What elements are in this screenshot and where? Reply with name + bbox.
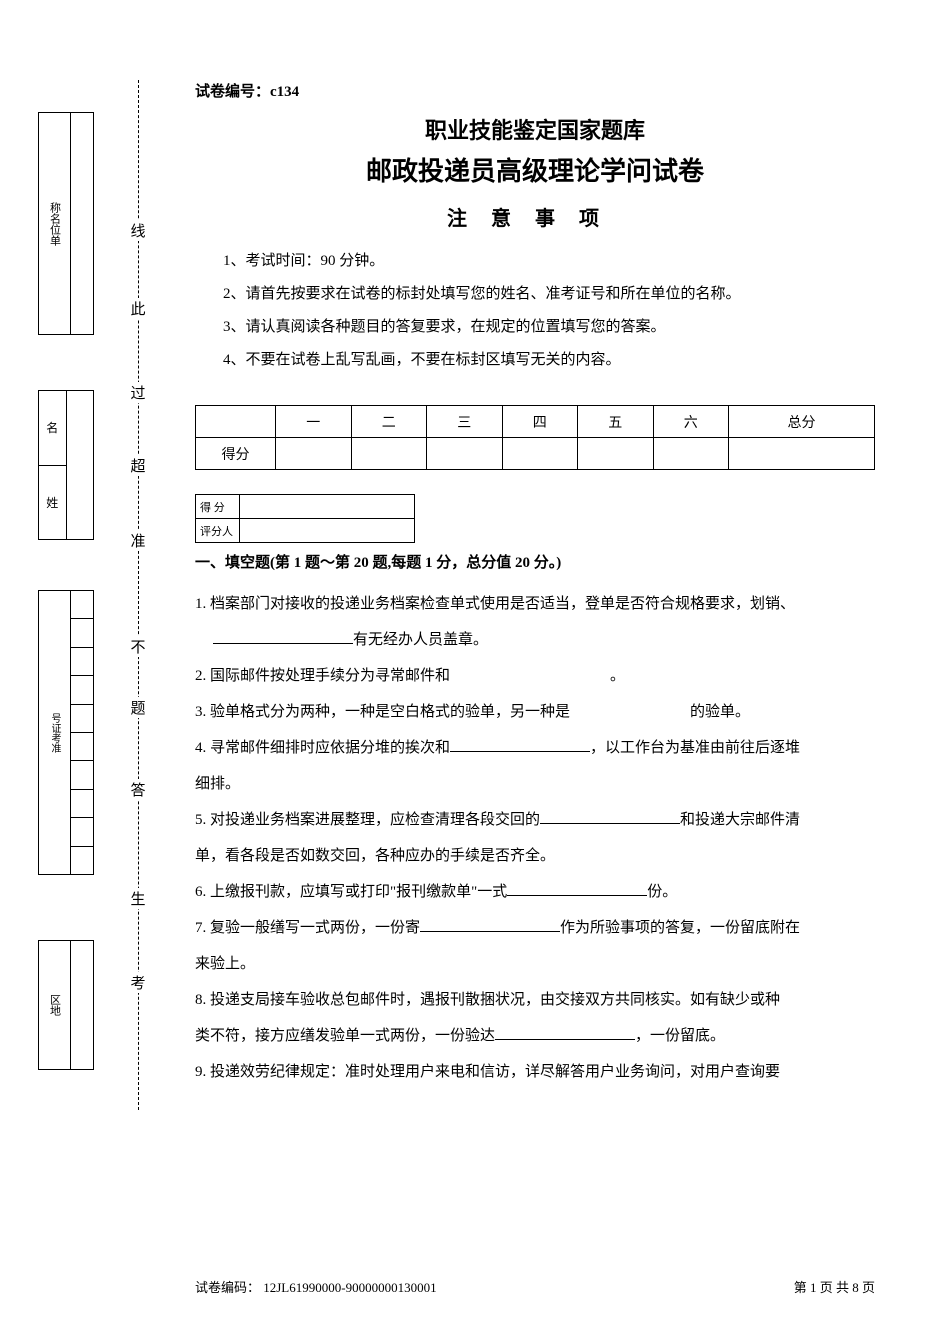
side-box-area: 区地	[38, 940, 94, 1070]
q8-text-c: ，一份留底。	[635, 1028, 725, 1044]
notice-4: 4、不要在试卷上乱写乱画，不要在标封区填写无关的内容。	[223, 344, 875, 377]
mini-grader-label: 评分人	[196, 519, 240, 543]
title-bank: 职业技能鉴定国家题库	[195, 113, 875, 145]
side-box-unit: 称名位单	[38, 112, 94, 335]
notice-1: 1、考试时间：90 分钟。	[223, 245, 875, 278]
mini-score-label: 得 分	[196, 495, 240, 519]
page-footer: 试卷编码： 12JL61990000-90000000130001 第 1 页 …	[195, 1277, 875, 1296]
notice-2: 2、请首先按要求在试卷的标封处填写您的姓名、准考证号和所在单位的名称。	[223, 278, 875, 311]
title-exam: 邮政投递员高级理论学问试卷	[195, 151, 875, 188]
q7-text-c: 来验上。	[195, 956, 255, 972]
cut-line-char: 考	[130, 972, 146, 993]
q3-text-b: 的验单。	[690, 704, 750, 720]
cut-line-char: 不	[130, 636, 146, 657]
cut-line-char: 题	[130, 697, 146, 718]
unit-label: 称名位单	[39, 113, 71, 334]
name-label-bottom: 姓	[39, 466, 66, 540]
q8-text-a: 8. 投递支局接车验收总包邮件时，遇报刊散捆状况，由交接双方共同核实。如有缺少或…	[195, 992, 780, 1008]
q4-blank	[450, 737, 590, 752]
side-box-examno: 号证考准	[38, 590, 94, 875]
q5-text-b: 和投递大宗邮件清	[680, 812, 800, 828]
cut-line-char: 超	[130, 455, 146, 476]
name-label-top: 名	[39, 391, 66, 466]
q5-blank	[540, 809, 680, 824]
q1-blank	[213, 629, 353, 644]
q5-text-c: 单，看各段是否如数交回，各种应办的手续是否齐全。	[195, 848, 555, 864]
cut-line-char: 此	[130, 298, 146, 319]
q7-blank	[420, 917, 560, 932]
q5-text-a: 5. 对投递业务档案进展整理，应检查清理各段交回的	[195, 812, 540, 828]
questions: 1. 档案部门对接收的投递业务档案检查单式使用是否适当，登单是否符合规格要求，划…	[195, 586, 875, 1090]
section-1-title: 一、填空题(第 1 题～第 20 题,每题 1 分，总分值 20 分。)	[195, 551, 875, 572]
q6-text-a: 6. 上缴报刊款，应填写或打印"报刊缴款单"一式	[195, 884, 507, 900]
cut-line-char: 线	[130, 220, 146, 241]
q6-text-b: 份。	[647, 884, 677, 900]
score-table: 一 二 三 四 五 六 总分 得分	[195, 405, 875, 470]
q7-text-b: 作为所验事项的答复，一份留底附在	[560, 920, 800, 936]
cut-line-char: 准	[130, 530, 146, 551]
q8-blank	[495, 1025, 635, 1040]
cut-line-char: 过	[130, 382, 146, 403]
notice-heading: 注意事项	[195, 202, 875, 231]
paper-number: 试卷编号：c134	[195, 80, 875, 101]
q4-text-b: ，以工作台为基准由前往后逐堆	[590, 740, 800, 756]
q1-text-b: 有无经办人员盖章。	[353, 632, 488, 648]
notice-list: 1、考试时间：90 分钟。 2、请首先按要求在试卷的标封处填写您的姓名、准考证号…	[195, 245, 875, 377]
q2-text-a: 2. 国际邮件按处理手续分为寻常邮件和	[195, 668, 450, 684]
score-value-row: 得分	[196, 438, 875, 470]
side-box-name: 名 姓	[38, 390, 94, 540]
q8-text-b: 类不符，接方应缮发验单一式两份，一份验达	[195, 1028, 495, 1044]
q4-text-a: 4. 寻常邮件细排时应依据分堆的挨次和	[195, 740, 450, 756]
page-content: 试卷编号：c134 职业技能鉴定国家题库 邮政投递员高级理论学问试卷 注意事项 …	[195, 80, 875, 1090]
footer-code: 试卷编码： 12JL61990000-90000000130001	[195, 1277, 437, 1296]
q1-text-a: 1. 档案部门对接收的投递业务档案检查单式使用是否适当，登单是否符合规格要求，划…	[195, 596, 795, 612]
score-header-row: 一 二 三 四 五 六 总分	[196, 406, 875, 438]
q3-text-a: 3. 验单格式分为两种，一种是空白格式的验单，另一种是	[195, 704, 570, 720]
binding-strip: 称名位单 名 姓 号证考准 区地	[38, 80, 98, 1180]
examno-label: 号证考准	[39, 591, 71, 874]
q6-blank	[507, 881, 647, 896]
score-row-label: 得分	[196, 438, 276, 470]
q4-text-c: 细排。	[195, 776, 240, 792]
cut-line-char: 答	[130, 779, 146, 800]
q2-text-b: 。	[610, 668, 625, 684]
cut-line-char: 生	[130, 888, 146, 909]
footer-page: 第 1 页 共 8 页	[794, 1277, 875, 1296]
notice-3: 3、请认真阅读各种题目的答复要求，在规定的位置填写您的答案。	[223, 311, 875, 344]
q7-text-a: 7. 复验一般缮写一式两份，一份寄	[195, 920, 420, 936]
q9-text-a: 9. 投递效劳纪律规定：准时处理用户来电和信访，详尽解答用户业务询问，对用户查询…	[195, 1064, 780, 1080]
grader-table: 得 分 评分人	[195, 494, 415, 543]
area-label: 区地	[39, 941, 71, 1069]
